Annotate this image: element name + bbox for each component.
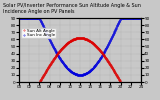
Text: Solar PV/Inverter Performance Sun Altitude Angle & Sun Incidence Angle on PV Pan: Solar PV/Inverter Performance Sun Altitu… bbox=[3, 3, 141, 14]
Legend: Sun Alt Angle, Sun Inc Angle: Sun Alt Angle, Sun Inc Angle bbox=[21, 28, 56, 38]
